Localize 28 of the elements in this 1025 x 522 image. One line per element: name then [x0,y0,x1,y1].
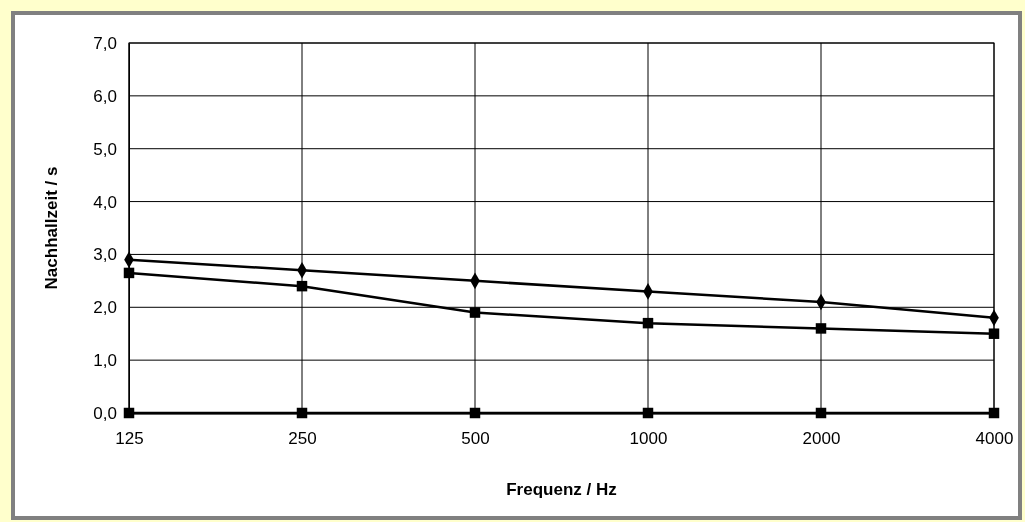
y-tick-label: 7,0 [93,33,117,53]
point [469,307,481,318]
point [123,267,135,279]
y-tick-label: 5,0 [93,139,117,159]
point [296,407,308,419]
point [642,407,654,419]
y-tick-label: 3,0 [93,245,117,265]
point [815,407,827,419]
y-tick-label: 4,0 [93,192,117,212]
y-tick-label: 6,0 [93,86,117,106]
x-tick-label: 250 [288,429,317,449]
point [815,323,827,334]
x-tick-label: 125 [115,429,144,449]
point [469,407,481,419]
x-axis-title: Frequenz / Hz [506,480,617,499]
x-tick-label: 500 [461,429,490,449]
point [123,407,135,419]
point [642,317,654,329]
x-tick-label: 2000 [802,429,841,449]
y-tick-label: 0,0 [93,403,117,423]
x-tick-label: 4000 [975,429,1014,449]
point [988,328,1000,339]
y-axis-title: Nachhallzeit / s [42,166,61,290]
y-tick-label: 1,0 [93,351,117,371]
point [988,407,1000,419]
x-tick-label: 1000 [629,429,668,449]
y-tick-label: 2,0 [93,298,117,318]
point [296,280,308,292]
